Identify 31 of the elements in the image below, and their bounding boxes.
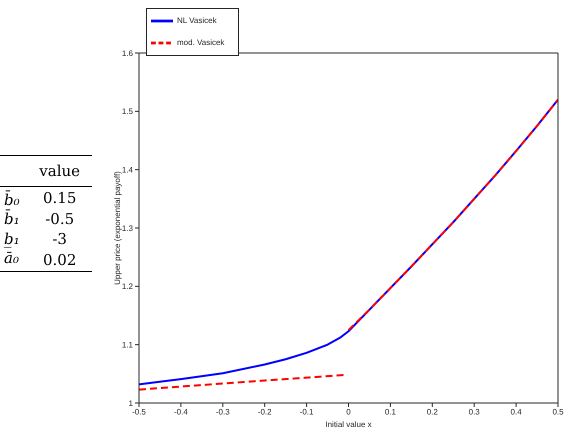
x-tick-label: -0.4 — [174, 408, 188, 417]
y-axis-title: Upper price (exponential payoff) — [112, 170, 122, 285]
text: value — [38, 161, 82, 182]
text: b̄₁ — [3, 209, 21, 229]
legend-label: mod. Vasicek — [177, 38, 224, 48]
x-tick-label: 0 — [346, 408, 352, 417]
x-tick-label: 0.1 — [384, 408, 397, 417]
text: b̄₀ — [3, 189, 21, 209]
y-tick-label: 1.5 — [122, 107, 134, 116]
text: b̲₁ — [2, 229, 21, 249]
x-tick-label: 0.2 — [426, 408, 438, 417]
y-tick-label: 1.6 — [122, 48, 134, 58]
y-tick-label: 1.2 — [122, 282, 134, 292]
text: -0.5 — [44, 209, 76, 229]
y-tick-label: 1.4 — [122, 166, 134, 175]
x-tick-label: -0.2 — [258, 408, 272, 417]
x-tick-label: 0.3 — [468, 408, 480, 417]
y-tick-label: 1 — [128, 398, 134, 408]
x-tick-label: -0.1 — [300, 408, 314, 417]
text: -3 — [51, 229, 68, 249]
x-tick-label: 0.5 — [552, 408, 564, 417]
x-axis-title: Initial value x — [325, 420, 372, 429]
text: 0.15 — [42, 188, 78, 209]
y-tick-label: 1.3 — [122, 224, 134, 233]
text: ā₀ — [3, 249, 20, 269]
x-tick-label: -0.3 — [216, 408, 230, 417]
legend-label: NL Vasicek — [177, 16, 217, 26]
x-tick-label: -0.5 — [132, 408, 146, 417]
text: 0.02 — [42, 250, 78, 271]
x-tick-label: 0.4 — [510, 408, 522, 417]
y-tick-label: 1.1 — [122, 340, 134, 350]
